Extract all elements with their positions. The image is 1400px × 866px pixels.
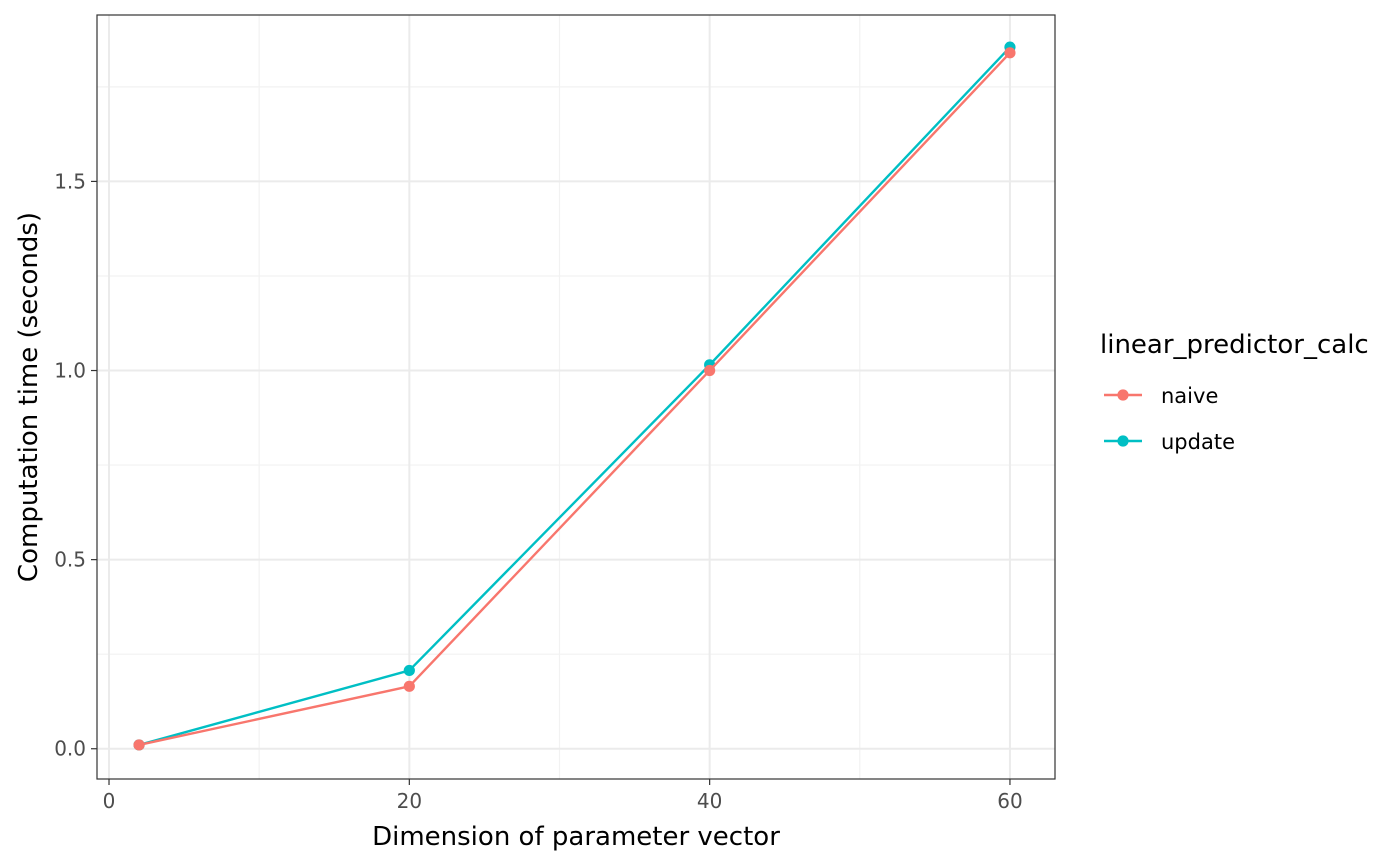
legend-key-naive [1104,389,1142,401]
y-tick-label: 0.0 [54,737,86,761]
series-line-update [138,46,1011,747]
data-point-naive [1004,47,1016,59]
y-tick-label: 1.5 [54,169,86,193]
legend-key-update [1104,435,1142,447]
minor-gridlines [97,15,1055,779]
major-gridlines [97,15,1055,779]
series-layer [133,41,1016,751]
x-tick-label: 0 [103,789,116,813]
legend: linear_predictor_calc naive update [1100,330,1369,454]
legend-key-point [1117,389,1129,401]
legend-key-point [1117,435,1129,447]
y-tick-label: 0.5 [54,548,86,572]
data-point-naive [133,739,145,751]
y-axis: 0.0 0.5 1.0 1.5 [54,169,97,761]
legend-title: linear_predictor_calc [1100,330,1369,360]
series-naive [133,47,1016,751]
x-axis: 0 20 40 60 [103,779,1023,813]
data-point-naive [704,364,716,377]
y-tick-label: 1.0 [54,359,86,383]
x-tick-label: 40 [697,789,722,813]
legend-label-naive: naive [1161,384,1218,408]
x-tick-label: 20 [397,789,422,813]
series-update [133,41,1016,751]
data-point-naive [403,680,415,692]
legend-label-update: update [1161,430,1235,454]
x-tick-label: 60 [997,789,1022,813]
series-line-naive [138,51,1011,747]
data-point-update [403,664,415,677]
x-axis-title: Dimension of parameter vector [372,822,780,852]
panel-border [96,14,1056,780]
y-axis-title: Computation time (seconds) [14,212,44,582]
